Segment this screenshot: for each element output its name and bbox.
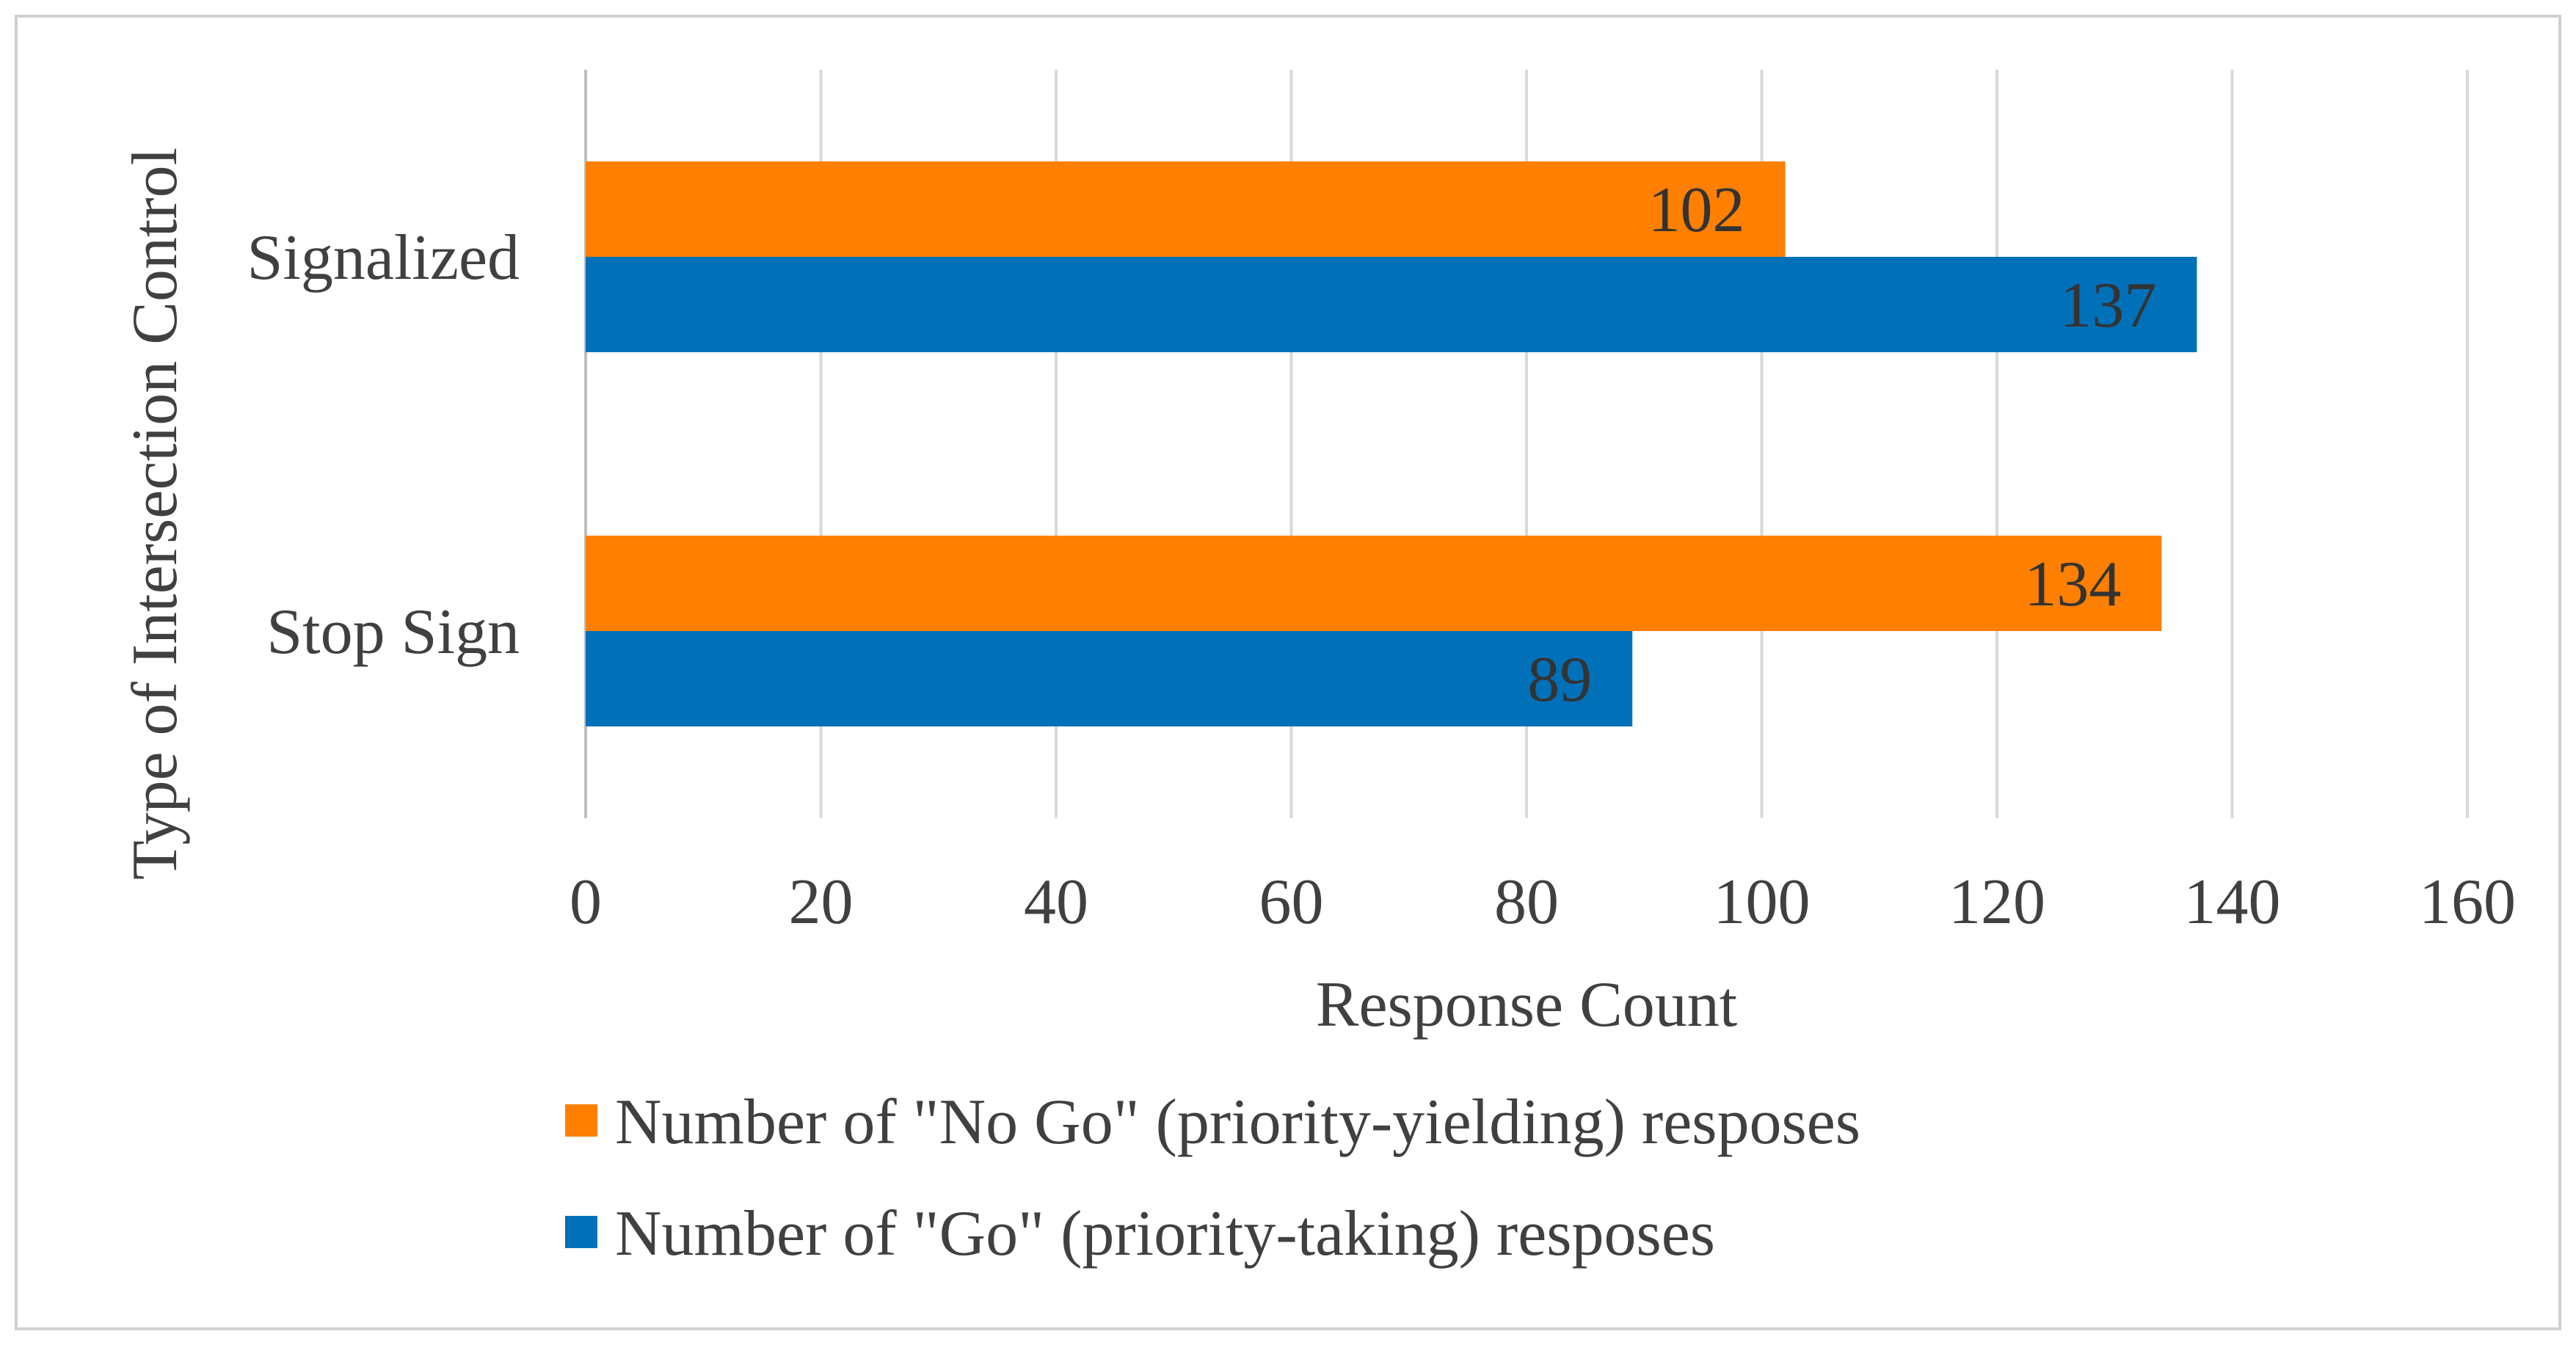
x-tick-label: 120 (1949, 867, 2045, 938)
x-tick-label: 0 (570, 867, 602, 938)
legend-label-no-go: Number of "No Go" (priority-yielding) re… (615, 1087, 1860, 1158)
y-axis-categories: Signalized Stop Sign (247, 222, 520, 668)
data-label: 134 (2024, 549, 2121, 620)
data-label: 137 (2059, 270, 2156, 341)
x-axis-title: Response Count (1316, 969, 1737, 1040)
bar-stop-sign-series-1 (586, 631, 1633, 726)
x-tick-label: 20 (789, 867, 854, 938)
bar-signalized-series-1 (586, 257, 2197, 352)
y-category-label: Stop Sign (266, 597, 520, 668)
bar-signalized-series-0 (586, 161, 1786, 257)
data-label: 102 (1648, 175, 1745, 246)
x-tick-label: 140 (2184, 867, 2281, 938)
legend: Number of "No Go" (priority-yielding) re… (565, 1087, 1860, 1269)
y-axis-title: Type of Intersection Control (120, 147, 191, 880)
legend-swatch-no-go (565, 1104, 597, 1137)
x-tick-label: 80 (1494, 867, 1559, 938)
bars: 102 137 134 89 (586, 161, 2197, 726)
x-tick-label: 60 (1259, 867, 1324, 938)
x-tick-label: 160 (2419, 867, 2516, 938)
legend-swatch-go (565, 1216, 597, 1248)
data-label: 89 (1527, 644, 1592, 715)
y-category-label: Signalized (247, 222, 520, 294)
legend-label-go: Number of "Go" (priority-taking) respose… (615, 1198, 1715, 1269)
x-tick-label: 100 (1714, 867, 1811, 938)
x-axis-ticks: 0 20 40 60 80 100 120 140 160 (570, 867, 2516, 938)
x-tick-label: 40 (1024, 867, 1088, 938)
bar-stop-sign-series-0 (586, 536, 2162, 631)
